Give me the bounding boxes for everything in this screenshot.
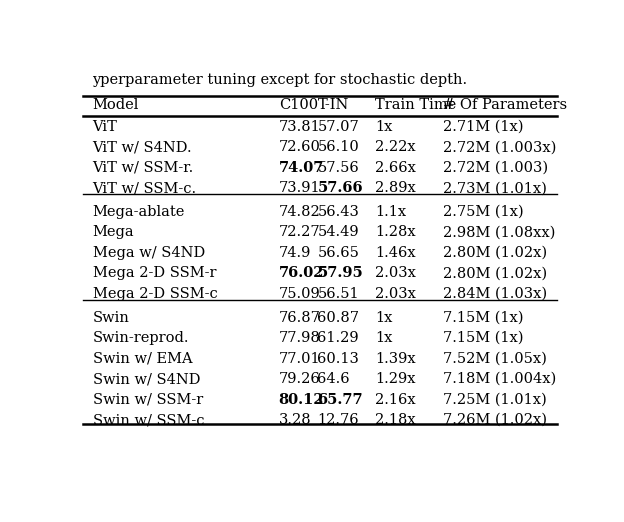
Text: 1.28x: 1.28x (376, 226, 416, 240)
Text: yperparameter tuning except for stochastic depth.: yperparameter tuning except for stochast… (92, 73, 467, 87)
Text: Mega w/ S4ND: Mega w/ S4ND (92, 246, 205, 260)
Text: 2.89x: 2.89x (376, 181, 416, 195)
Text: 2.72M (1.003x): 2.72M (1.003x) (443, 140, 557, 154)
Text: 1x: 1x (376, 331, 392, 345)
Text: Train Time: Train Time (376, 98, 457, 112)
Text: Mega-ablate: Mega-ablate (92, 205, 185, 219)
Text: 2.18x: 2.18x (376, 413, 416, 427)
Text: ViT: ViT (92, 120, 117, 134)
Text: Swin-reprod.: Swin-reprod. (92, 331, 189, 345)
Text: 73.81: 73.81 (279, 120, 321, 134)
Text: 56.51: 56.51 (318, 287, 359, 301)
Text: 2.80M (1.02x): 2.80M (1.02x) (443, 266, 547, 280)
Text: # Of Parameters: # Of Parameters (443, 98, 567, 112)
Text: 2.16x: 2.16x (376, 393, 416, 407)
Text: 12.76: 12.76 (318, 413, 359, 427)
Text: 2.72M (1.003): 2.72M (1.003) (443, 161, 548, 175)
Text: ViT w/ SSM-r.: ViT w/ SSM-r. (92, 161, 194, 175)
Text: 1x: 1x (376, 120, 392, 134)
Text: 1.1x: 1.1x (376, 205, 407, 219)
Text: 2.75M (1x): 2.75M (1x) (443, 205, 524, 219)
Text: 7.18M (1.004x): 7.18M (1.004x) (443, 372, 557, 386)
Text: Swin w/ SSM-c: Swin w/ SSM-c (92, 413, 204, 427)
Text: 72.27: 72.27 (279, 226, 320, 240)
Text: 57.95: 57.95 (318, 266, 363, 280)
Text: Model: Model (92, 98, 139, 112)
Text: 7.15M (1x): 7.15M (1x) (443, 331, 524, 345)
Text: 1.46x: 1.46x (376, 246, 416, 260)
Text: C100: C100 (279, 98, 318, 112)
Text: Swin w/ S4ND: Swin w/ S4ND (92, 372, 200, 386)
Text: 2.66x: 2.66x (376, 161, 416, 175)
Text: Mega 2-D SSM-c: Mega 2-D SSM-c (92, 287, 217, 301)
Text: T-IN: T-IN (318, 98, 349, 112)
Text: 56.10: 56.10 (318, 140, 359, 154)
Text: 3.28: 3.28 (279, 413, 311, 427)
Text: 7.15M (1x): 7.15M (1x) (443, 311, 524, 325)
Text: 7.25M (1.01x): 7.25M (1.01x) (443, 393, 547, 407)
Text: 74.82: 74.82 (279, 205, 321, 219)
Text: 73.91: 73.91 (279, 181, 320, 195)
Text: 80.12: 80.12 (279, 393, 324, 407)
Text: 72.60: 72.60 (279, 140, 321, 154)
Text: 2.73M (1.01x): 2.73M (1.01x) (443, 181, 547, 195)
Text: 76.02: 76.02 (279, 266, 324, 280)
Text: 1.39x: 1.39x (376, 352, 416, 365)
Text: 74.07: 74.07 (279, 161, 324, 175)
Text: ViT w/ SSM-c.: ViT w/ SSM-c. (92, 181, 197, 195)
Text: 56.65: 56.65 (318, 246, 359, 260)
Text: 2.80M (1.02x): 2.80M (1.02x) (443, 246, 547, 260)
Text: Swin: Swin (92, 311, 129, 325)
Text: 7.26M (1.02x): 7.26M (1.02x) (443, 413, 547, 427)
Text: ViT w/ S4ND.: ViT w/ S4ND. (92, 140, 192, 154)
Text: 76.87: 76.87 (279, 311, 321, 325)
Text: 2.71M (1x): 2.71M (1x) (443, 120, 524, 134)
Text: Mega 2-D SSM-r: Mega 2-D SSM-r (92, 266, 216, 280)
Text: Swin w/ SSM-r: Swin w/ SSM-r (92, 393, 203, 407)
Text: 1.29x: 1.29x (376, 372, 416, 386)
Text: 60.87: 60.87 (318, 311, 359, 325)
Text: 57.07: 57.07 (318, 120, 359, 134)
Text: 77.98: 77.98 (279, 331, 321, 345)
Text: 56.43: 56.43 (318, 205, 359, 219)
Text: 74.9: 74.9 (279, 246, 311, 260)
Text: 1x: 1x (376, 311, 392, 325)
Text: 79.26: 79.26 (279, 372, 321, 386)
Text: 2.03x: 2.03x (376, 287, 416, 301)
Text: 54.49: 54.49 (318, 226, 359, 240)
Text: 65.77: 65.77 (318, 393, 363, 407)
Text: 2.03x: 2.03x (376, 266, 416, 280)
Text: Swin w/ EMA: Swin w/ EMA (92, 352, 192, 365)
Text: 57.56: 57.56 (318, 161, 359, 175)
Text: 2.98M (1.08xx): 2.98M (1.08xx) (443, 226, 555, 240)
Text: Mega: Mega (92, 226, 134, 240)
Text: 7.52M (1.05x): 7.52M (1.05x) (443, 352, 547, 365)
Text: 60.13: 60.13 (318, 352, 359, 365)
Text: 75.09: 75.09 (279, 287, 321, 301)
Text: 2.22x: 2.22x (376, 140, 416, 154)
Text: 64.6: 64.6 (318, 372, 350, 386)
Text: 61.29: 61.29 (318, 331, 359, 345)
Text: 57.66: 57.66 (318, 181, 363, 195)
Text: 2.84M (1.03x): 2.84M (1.03x) (443, 287, 547, 301)
Text: 77.01: 77.01 (279, 352, 320, 365)
